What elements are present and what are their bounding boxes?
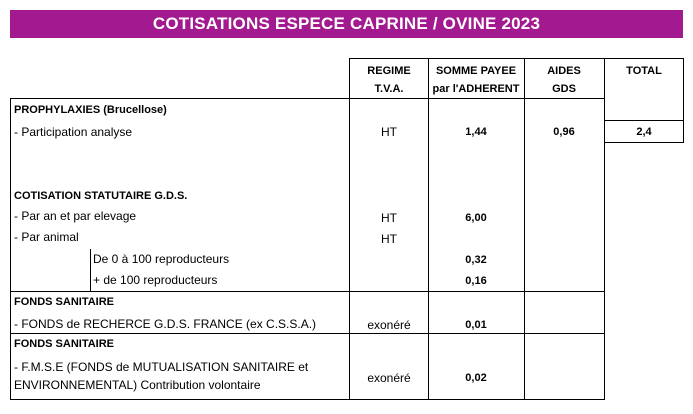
header-aides-gds: GDS <box>552 83 576 95</box>
divider <box>683 58 684 142</box>
header-somme-adherent: par l'ADHERENT <box>432 83 520 95</box>
divider <box>604 142 684 143</box>
divider <box>349 58 684 59</box>
regime-value: HT <box>381 125 397 139</box>
regime-value: exonéré <box>367 371 411 385</box>
regime-value: exonéré <box>367 318 411 332</box>
header-aides: AIDES <box>547 65 581 77</box>
aides-value: 0,96 <box>553 126 575 138</box>
page-title: COTISATIONS ESPECE CAPRINE / OVINE 2023 <box>10 10 683 38</box>
divider <box>349 58 350 400</box>
divider <box>10 333 605 334</box>
somme-value: 0,16 <box>465 275 487 287</box>
divider <box>604 58 605 400</box>
divider <box>90 249 91 291</box>
header-regime-tva: T.V.A. <box>374 83 404 95</box>
header-regime: REGIME <box>367 65 411 77</box>
divider <box>10 98 11 400</box>
section-title: FONDS SANITAIRE <box>14 296 115 308</box>
somme-value: 0,01 <box>465 319 487 331</box>
row-label: - Participation analyse <box>14 125 133 139</box>
divider <box>428 58 429 400</box>
row-label: ENVIRONNEMENTAL) Contribution volontaire <box>14 378 261 392</box>
somme-value: 0,32 <box>465 254 487 266</box>
section-title: PROPHYLAXIES (Brucellose) <box>14 104 167 116</box>
divider <box>10 291 605 292</box>
divider <box>604 120 684 121</box>
somme-value: 6,00 <box>465 212 487 224</box>
divider <box>524 58 525 400</box>
row-label: + de 100 reproducteurs <box>93 273 218 287</box>
somme-value: 1,44 <box>465 126 487 138</box>
row-label: - F.M.S.E (FONDS de MUTUALISATION SANITA… <box>14 360 309 374</box>
row-label: - Par an et par elevage <box>14 209 137 223</box>
section-title: FONDS SANITAIRE <box>14 338 115 350</box>
header-somme: SOMME PAYEE <box>435 65 517 77</box>
divider <box>10 399 605 400</box>
somme-value: 0,02 <box>465 372 487 384</box>
row-label: - Par animal <box>14 230 79 244</box>
row-label: - FONDS de RECHERCE G.D.S. FRANCE (ex C.… <box>14 317 317 331</box>
total-value: 2,4 <box>636 126 652 138</box>
section-title: COTISATION STATUTAIRE G.D.S. <box>14 190 188 202</box>
regime-value: HT <box>381 211 397 225</box>
header-total: TOTAL <box>626 65 662 77</box>
row-label: De 0 à 100 reproducteurs <box>93 252 230 266</box>
divider <box>10 98 605 99</box>
regime-value: HT <box>381 232 397 246</box>
